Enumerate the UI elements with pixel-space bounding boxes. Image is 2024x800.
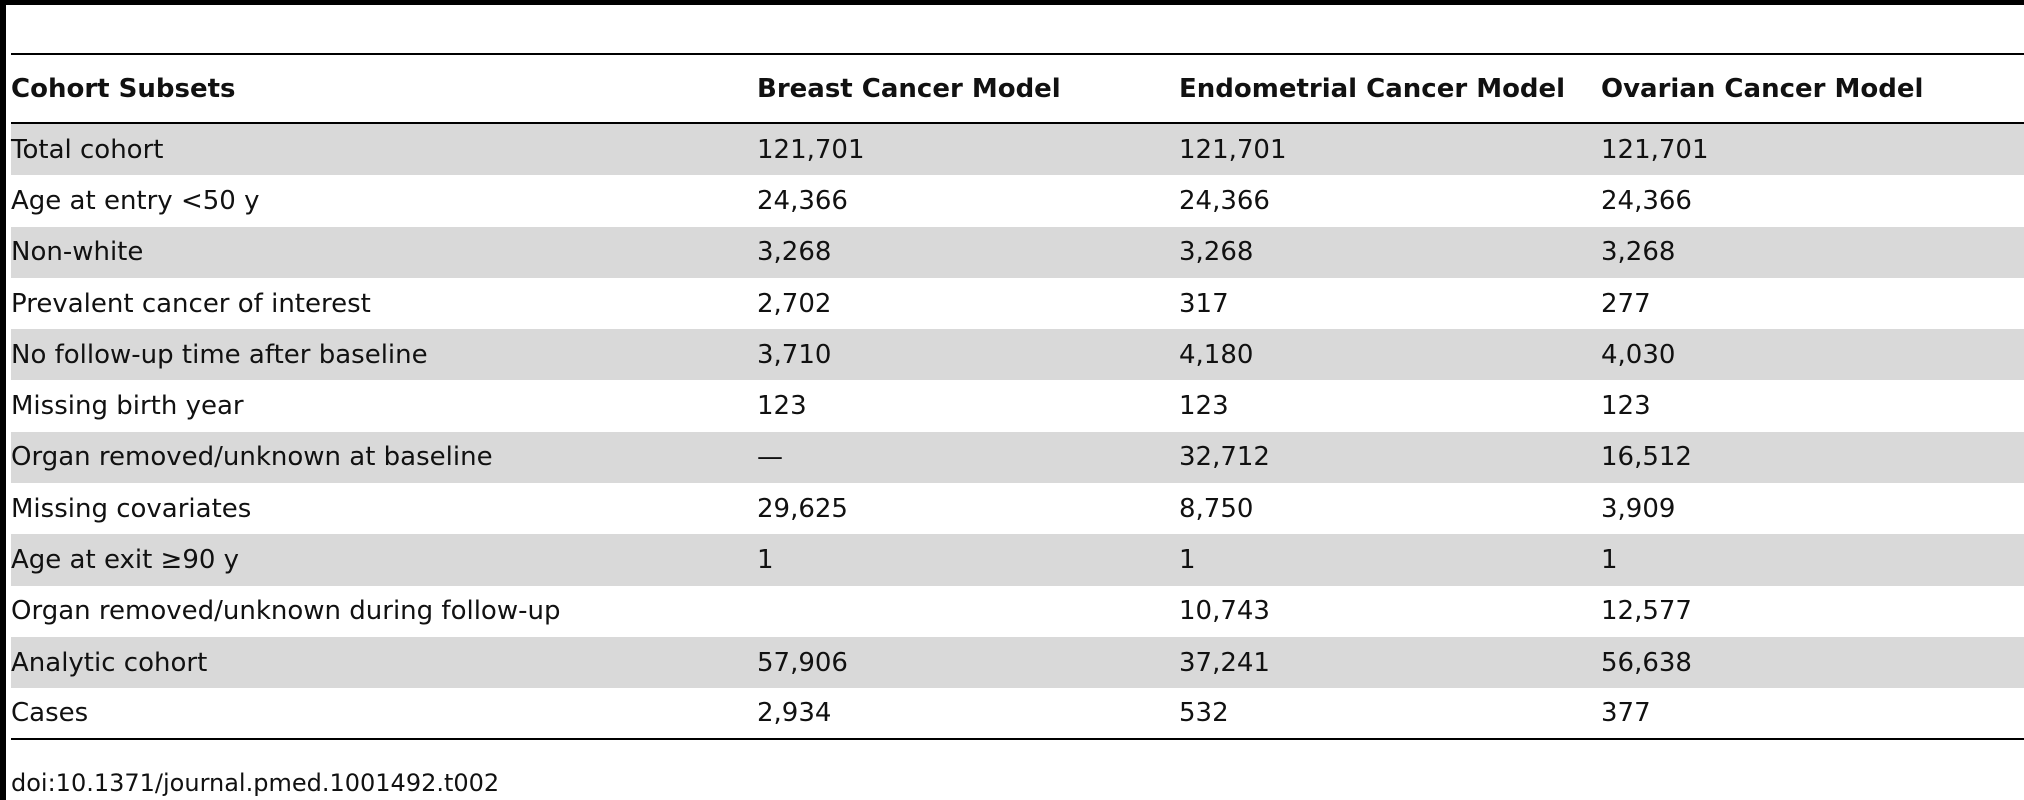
header-endometrial-cancer-model: Endometrial Cancer Model [1179, 73, 1566, 104]
ovarian-value: 56,638 [1601, 647, 1692, 678]
doi-caption: doi:10.1371/journal.pmed.1001492.t002 [11, 769, 500, 797]
table-row: Total cohort 121,701 121,701 121,701 [11, 124, 2024, 176]
row-label: No follow-up time after baseline [11, 339, 428, 370]
endometrial-value: 37,241 [1179, 647, 1270, 678]
table-row: Analytic cohort 57,906 37,241 56,638 [11, 636, 2024, 689]
table-row: Missing birth year 123 123 123 [11, 380, 2024, 431]
endometrial-value: 123 [1179, 391, 1229, 422]
endometrial-value: 24,366 [1179, 185, 1270, 216]
endometrial-value: 317 [1179, 288, 1229, 319]
table-row: Age at entry <50 y 24,366 24,366 24,366 [11, 175, 2024, 226]
cohort-table: Cohort Subsets Breast Cancer Model Endom… [11, 53, 2024, 740]
table-row: Prevalent cancer of interest 2,702 317 2… [11, 278, 2024, 329]
ovarian-value: 3,268 [1601, 237, 1676, 268]
row-label: Prevalent cancer of interest [11, 288, 371, 319]
endometrial-value: 8,750 [1179, 493, 1254, 524]
breast-value: 2,934 [757, 697, 832, 728]
ovarian-value: 24,366 [1601, 185, 1692, 216]
ovarian-value: 377 [1601, 697, 1651, 728]
ovarian-value: 1 [1601, 545, 1618, 576]
endometrial-value: 1 [1179, 545, 1196, 576]
breast-value: 29,625 [757, 493, 848, 524]
row-label: Cases [11, 697, 89, 728]
table-row: Cases 2,934 532 377 [11, 688, 2024, 740]
ovarian-value: 123 [1601, 391, 1651, 422]
endometrial-value: 10,743 [1179, 596, 1270, 627]
row-label: Missing covariates [11, 493, 252, 524]
endometrial-value: 4,180 [1179, 339, 1254, 370]
ovarian-value: 16,512 [1601, 442, 1692, 473]
breast-value: 57,906 [757, 647, 848, 678]
breast-value: 24,366 [757, 185, 848, 216]
ovarian-value: 12,577 [1601, 596, 1692, 627]
row-label: Missing birth year [11, 391, 244, 422]
breast-value: 123 [757, 391, 807, 422]
row-label: Organ removed/unknown at baseline [11, 442, 493, 473]
table-row: Organ removed/unknown during follow-up 1… [11, 586, 2024, 637]
breast-value: 3,268 [757, 237, 832, 268]
header-ovarian-cancer-model: Ovarian Cancer Model [1601, 73, 1924, 104]
row-label: Organ removed/unknown during follow-up [11, 596, 561, 627]
table-row: No follow-up time after baseline 3,710 4… [11, 329, 2024, 381]
endometrial-value: 32,712 [1179, 442, 1270, 473]
ovarian-value: 3,909 [1601, 493, 1676, 524]
table-row: Organ removed/unknown at baseline — 32,7… [11, 431, 2024, 484]
ovarian-value: 277 [1601, 288, 1651, 319]
ovarian-value: 121,701 [1601, 134, 1709, 165]
breast-value: 3,710 [757, 339, 832, 370]
breast-value: 121,701 [757, 134, 865, 165]
header-cohort-subsets: Cohort Subsets [11, 73, 236, 104]
row-label: Analytic cohort [11, 647, 208, 678]
row-label: Age at exit ≥90 y [11, 545, 240, 576]
row-label: Total cohort [11, 134, 164, 165]
breast-value: — [757, 442, 783, 473]
breast-value: 1 [757, 545, 774, 576]
table-row: Age at exit ≥90 y 1 1 1 [11, 534, 2024, 586]
left-rule [0, 0, 6, 800]
endometrial-value: 3,268 [1179, 237, 1254, 268]
table-row: Missing covariates 29,625 8,750 3,909 [11, 483, 2024, 534]
header-breast-cancer-model: Breast Cancer Model [757, 73, 1061, 104]
top-rule [0, 0, 2024, 5]
row-label: Age at entry <50 y [11, 185, 260, 216]
table-row: Non-white 3,268 3,268 3,268 [11, 226, 2024, 278]
ovarian-value: 4,030 [1601, 339, 1676, 370]
endometrial-value: 121,701 [1179, 134, 1287, 165]
table-header-row: Cohort Subsets Breast Cancer Model Endom… [11, 53, 2024, 124]
breast-value: 2,702 [757, 288, 832, 319]
row-label: Non-white [11, 237, 144, 268]
endometrial-value: 532 [1179, 697, 1229, 728]
